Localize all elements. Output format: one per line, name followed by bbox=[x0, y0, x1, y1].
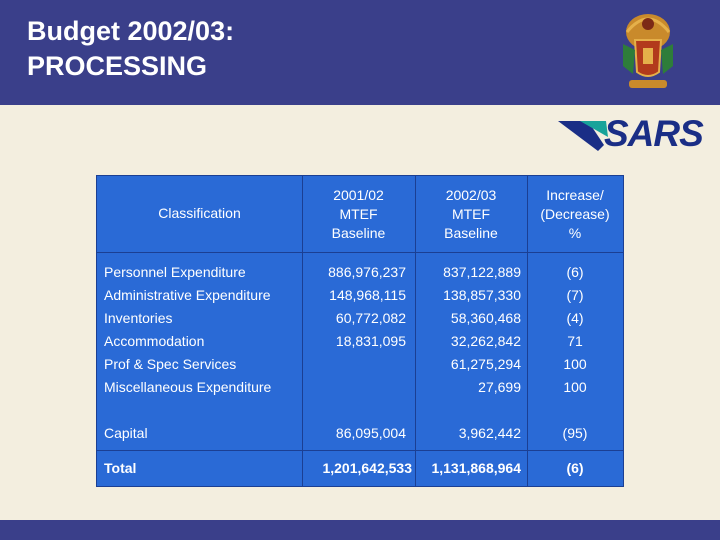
slide-title: Budget 2002/03: PROCESSING bbox=[27, 14, 234, 84]
total-cell-pct: (6) bbox=[566, 460, 584, 476]
col-divider bbox=[302, 176, 303, 486]
header-2002-baseline: 2002/03 MTEF Baseline bbox=[415, 186, 527, 243]
table-row-label: Prof & Spec Services bbox=[104, 356, 237, 372]
sars-swoosh-icon bbox=[558, 121, 608, 151]
total-cell-2002: 1,131,868,964 bbox=[431, 460, 521, 476]
header-2001-baseline: 2001/02 MTEF Baseline bbox=[302, 186, 415, 243]
footer-bar bbox=[0, 520, 720, 540]
title-line-1: Budget 2002/03: bbox=[27, 16, 235, 46]
table-cell-pct: 100 bbox=[563, 356, 587, 372]
table-row-label: Administrative Expenditure bbox=[104, 287, 271, 303]
table-cell-pct: 100 bbox=[563, 379, 587, 395]
table-cell-pct: 71 bbox=[567, 333, 583, 349]
table-cell-pct: (7) bbox=[566, 287, 584, 303]
capital-row-label: Capital bbox=[104, 425, 148, 441]
capital-cell-2002: 3,962,442 bbox=[458, 425, 521, 441]
table-cell-2002: 27,699 bbox=[478, 379, 521, 395]
header-bar: Budget 2002/03: PROCESSING bbox=[0, 0, 720, 105]
header-2001-line: Baseline bbox=[331, 225, 386, 241]
header-2002-line: Baseline bbox=[444, 225, 498, 241]
total-row-label: Total bbox=[104, 460, 137, 476]
title-line-2: PROCESSING bbox=[27, 51, 208, 81]
header-2001-line: 2001/02 bbox=[333, 187, 384, 203]
col-divider bbox=[527, 176, 528, 486]
table-cell-2002: 32,262,842 bbox=[450, 333, 521, 349]
table-cell-2001: 886,976,237 bbox=[328, 264, 406, 280]
capital-cell-pct: (95) bbox=[562, 425, 588, 441]
table-cell-pct: (6) bbox=[566, 264, 584, 280]
table-row-label: Accommodation bbox=[104, 333, 205, 349]
header-2002-line: 2002/03 bbox=[445, 187, 497, 203]
header-pct-line: Increase/ bbox=[546, 187, 604, 203]
col-divider bbox=[415, 176, 416, 486]
coat-of-arms-icon bbox=[623, 14, 673, 88]
table-cell-2002: 138,857,330 bbox=[443, 287, 521, 303]
sars-logo bbox=[558, 115, 708, 155]
table-row-label: Personnel Expenditure bbox=[104, 264, 246, 280]
total-divider bbox=[97, 450, 623, 451]
header-classification: Classification bbox=[158, 205, 241, 221]
table-cell-2001: 60,772,082 bbox=[335, 310, 406, 326]
table-cell-pct: (4) bbox=[566, 310, 584, 326]
table-row-label: Inventories bbox=[104, 310, 173, 326]
header-increase-decrease: Increase/ (Decrease) % bbox=[527, 186, 623, 243]
table-cell-2002: 58,360,468 bbox=[450, 310, 521, 326]
sars-wordmark: SARS bbox=[604, 113, 704, 154]
header-2001-line: MTEF bbox=[339, 206, 378, 222]
header-pct-line: (Decrease) bbox=[540, 206, 610, 222]
header-2002-line: MTEF bbox=[451, 206, 491, 222]
table-cell-2002: 837,122,889 bbox=[443, 264, 521, 280]
table-cell-2001: 148,968,115 bbox=[329, 287, 406, 303]
table-cell-2002: 61,275,294 bbox=[450, 356, 521, 372]
table-row-label: Miscellaneous Expenditure bbox=[104, 379, 272, 395]
table-cell-2001: 18,831,095 bbox=[335, 333, 406, 349]
total-cell-2001: 1,201,642,533 bbox=[322, 460, 412, 476]
capital-cell-2001: 86,095,004 bbox=[335, 425, 406, 441]
budget-table: Classification 2001/02 MTEF Baseline 200… bbox=[96, 175, 624, 487]
header-divider bbox=[97, 252, 623, 253]
header-pct-line: % bbox=[568, 225, 582, 241]
